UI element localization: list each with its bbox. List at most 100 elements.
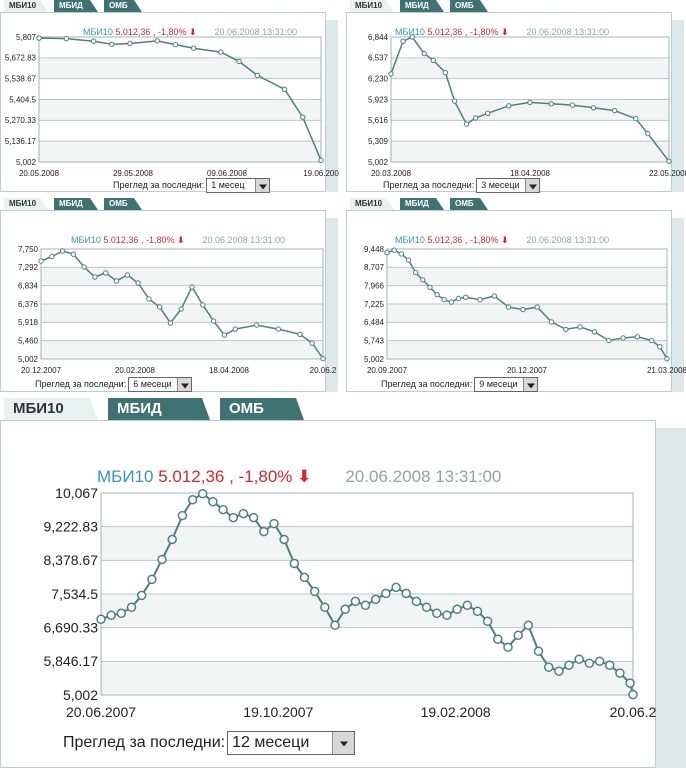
data-point [584,658,595,668]
tab-mbid[interactable]: МБИД [108,398,210,420]
index-value: 5.012,36 , -1,80% [103,235,175,245]
data-point [401,588,411,599]
plot-frame [390,36,670,163]
tab-omb[interactable]: ОМБ [220,398,304,420]
data-point [281,86,288,92]
chevron-down-icon[interactable] [332,732,355,754]
y-tick-label: 5,309 [368,137,389,146]
x-tick-label: 20.02.2008 [115,366,156,375]
data-point [391,582,401,593]
period-select-value: 1 месец [211,180,245,190]
down-arrow-icon: ⬇ [176,235,185,245]
line-chart: 10,067 9,222.83 8,378.67 7,534.5 6,690.33 5,8… [44,485,657,720]
data-point [400,38,406,45]
data-point [506,103,512,109]
period-select[interactable]: 9 месеци [474,377,539,392]
data-point [503,642,513,652]
data-point [411,596,422,607]
data-point [178,306,184,312]
chevron-down-icon[interactable] [177,378,192,391]
data-point [493,634,503,644]
data-point [248,512,259,523]
index-name: МБИ10 [395,235,425,245]
tab-mbid[interactable]: МБИД [400,0,444,12]
tab-mbi10[interactable]: МБИ10 [4,398,98,420]
data-point [330,620,340,631]
tab-omb[interactable]: ОМБ [450,0,488,12]
data-point [577,324,583,330]
panel-shadow [672,218,684,392]
data-point [232,326,238,332]
tab-omb[interactable]: ОМБ [104,0,142,12]
tab-mbid[interactable]: МБИД [54,198,98,210]
tab-omb[interactable]: ОМБ [450,198,488,210]
y-tick-label: 5,846.17 [44,653,99,669]
data-point [421,50,427,57]
data-point [38,258,44,264]
tab-mbid[interactable]: МБИД [400,198,444,210]
tab-mbi10[interactable]: МБИ10 [4,198,48,210]
plot-band [101,594,633,628]
data-point [228,512,239,523]
plot-band [101,627,633,662]
index-value: 5.012,36 , -1,80% [427,27,499,37]
period-select[interactable]: 12 месеци [227,731,356,755]
data-point [90,38,97,44]
plot-band [387,340,667,359]
x-tick-label: 20.12.2007 [21,366,62,375]
index-name: МБИ10 [83,27,113,37]
y-tick-label: 5,807 [16,33,37,42]
data-point [360,600,371,611]
plot-frame [38,36,322,163]
y-tick-label: 5,672.83 [5,54,37,63]
data-point [309,586,320,597]
tab-mbi10[interactable]: МБИ10 [350,0,394,12]
data-point [430,57,436,63]
data-point [620,335,626,341]
y-tick-label: 5,538.67 [5,74,37,83]
y-tick-label: 5,136.17 [5,137,37,146]
chevron-down-icon[interactable] [525,179,540,192]
y-tick-label: 5,002 [16,158,37,167]
y-tick-label: 7,750 [18,245,39,254]
data-point [633,116,639,122]
plot-band [39,37,321,58]
data-point [218,504,228,515]
y-tick-label: 7,292 [18,263,39,272]
chart-body: МБИ10 5.012,36 , -1,80% ⬇ 20.06.2008 13:3… [0,420,657,768]
data-point [172,41,179,48]
data-point [590,105,597,111]
tab-mbid[interactable]: МБИД [54,0,98,12]
chevron-down-icon[interactable] [523,378,538,391]
plot-band [41,304,323,323]
quote-header: МБИ10 5.012,36 , -1,80% ⬇ 20.06.2008 13:3… [71,235,285,246]
data-point [543,662,554,672]
plot-band [39,57,321,79]
line-chart: 9,448 8,707 7,966 7,225 6,484 5,743 5,002 20.09… [364,245,686,375]
plot-band [391,37,669,58]
data-point [463,121,470,127]
chart-panel-9-months: МБИ10 МБИД ОМБ МБИ10 5.012,36 , -1,80% ⬇ 20.… [346,198,686,392]
tab-omb[interactable]: ОМБ [104,198,142,210]
data-point [269,518,279,529]
data-point [275,326,282,332]
data-point [197,488,208,499]
chevron-down-icon[interactable] [255,179,270,192]
period-select[interactable]: 3 месеци [476,178,541,193]
quote-header: МБИ10 5.012,36 , -1,80% ⬇ 20.06.2008 13:3… [395,27,609,38]
data-point [146,296,152,302]
series-line [38,37,322,161]
tab-mbi10[interactable]: МБИ10 [350,198,394,210]
period-select[interactable]: 1 месец [206,178,271,193]
data-point [442,69,449,76]
data-point [238,508,249,519]
data-point [520,306,526,313]
period-select[interactable]: 6 месеци [128,377,193,392]
data-point [388,71,394,77]
plot-band [41,322,323,341]
data-point [127,40,133,47]
data-point [167,534,177,545]
y-tick-label: 6,690.33 [44,620,99,636]
x-tick-label: 18.04.2008 [209,366,250,375]
tab-mbi10[interactable]: МБИ10 [4,0,48,12]
